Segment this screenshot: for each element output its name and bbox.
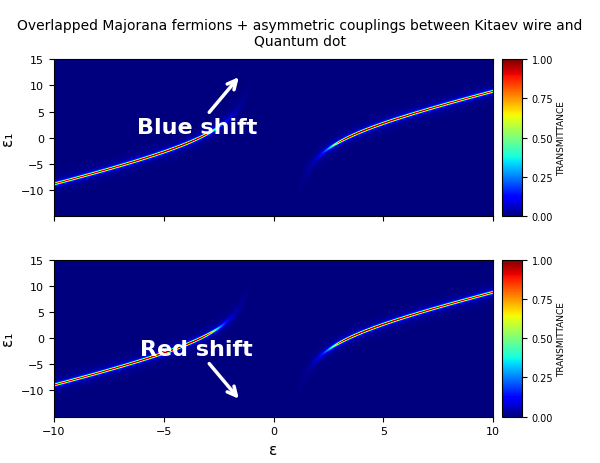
Y-axis label: TRANSMITTANCE: TRANSMITTANCE [557,101,566,176]
Y-axis label: TRANSMITTANCE: TRANSMITTANCE [557,301,566,376]
Text: Blue shift: Blue shift [137,81,257,138]
Text: Red shift: Red shift [140,339,253,396]
Y-axis label: ε₁: ε₁ [1,131,16,145]
X-axis label: ε: ε [269,442,278,457]
Text: Overlapped Majorana fermions + asymmetric couplings between Kitaev wire and
Quan: Overlapped Majorana fermions + asymmetri… [17,19,583,49]
Y-axis label: ε₁: ε₁ [1,332,16,346]
